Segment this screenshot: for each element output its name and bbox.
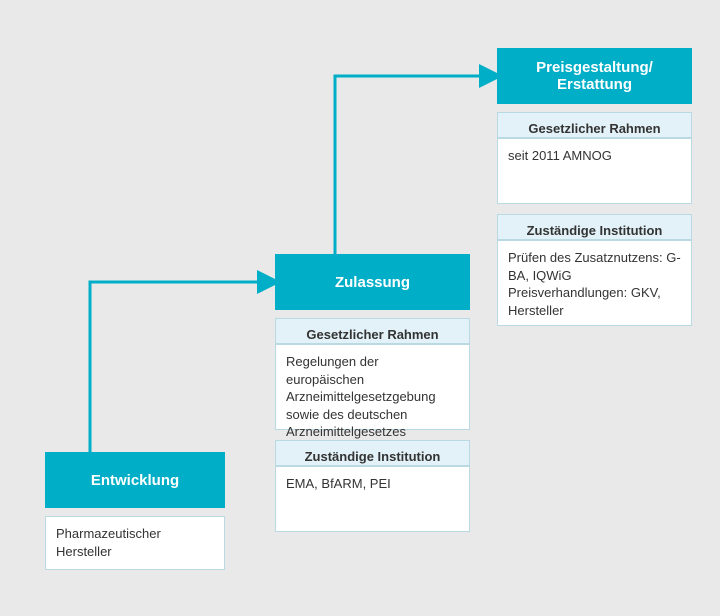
body-text: EMA, BfARM, PEI <box>286 476 391 491</box>
stage-preisgestaltung-header-1: Gesetzlicher Rahmen <box>497 112 692 138</box>
stage-zulassung-body-1: Regelungen der europäischen Arzneimittel… <box>275 344 470 430</box>
body-text: Pharmazeutischer Hersteller <box>56 526 161 559</box>
header-text: Zuständige Institution <box>527 223 663 238</box>
stage-zulassung-body-2: EMA, BfARM, PEI <box>275 466 470 532</box>
stage-label: Zulassung <box>335 274 410 291</box>
body-text: seit 2011 AMNOG <box>508 148 612 163</box>
stage-preisgestaltung-body-1: seit 2011 AMNOG <box>497 138 692 204</box>
stage-entwicklung: Entwicklung <box>45 452 225 508</box>
stage-label: Entwicklung <box>91 472 179 489</box>
stage-entwicklung-body: Pharmazeutischer Hersteller <box>45 516 225 570</box>
header-text: Gesetzlicher Rahmen <box>528 121 660 136</box>
stage-preisgestaltung: Preisgestaltung/ Erstattung <box>497 48 692 104</box>
stage-preisgestaltung-header-2: Zuständige Institution <box>497 214 692 240</box>
stage-zulassung: Zulassung <box>275 254 470 310</box>
body-text: Prüfen des Zusatznutzens: G-BA, IQWiG Pr… <box>508 250 681 318</box>
stage-zulassung-header-2: Zuständige Institution <box>275 440 470 466</box>
stage-label: Preisgestaltung/ Erstattung <box>503 59 686 93</box>
body-text: Regelungen der europäischen Arzneimittel… <box>286 354 436 439</box>
diagram-canvas: Entwicklung Pharmazeutischer Hersteller … <box>0 0 720 616</box>
header-text: Gesetzlicher Rahmen <box>306 327 438 342</box>
stage-preisgestaltung-body-2: Prüfen des Zusatznutzens: G-BA, IQWiG Pr… <box>497 240 692 326</box>
header-text: Zuständige Institution <box>305 449 441 464</box>
stage-zulassung-header-1: Gesetzlicher Rahmen <box>275 318 470 344</box>
